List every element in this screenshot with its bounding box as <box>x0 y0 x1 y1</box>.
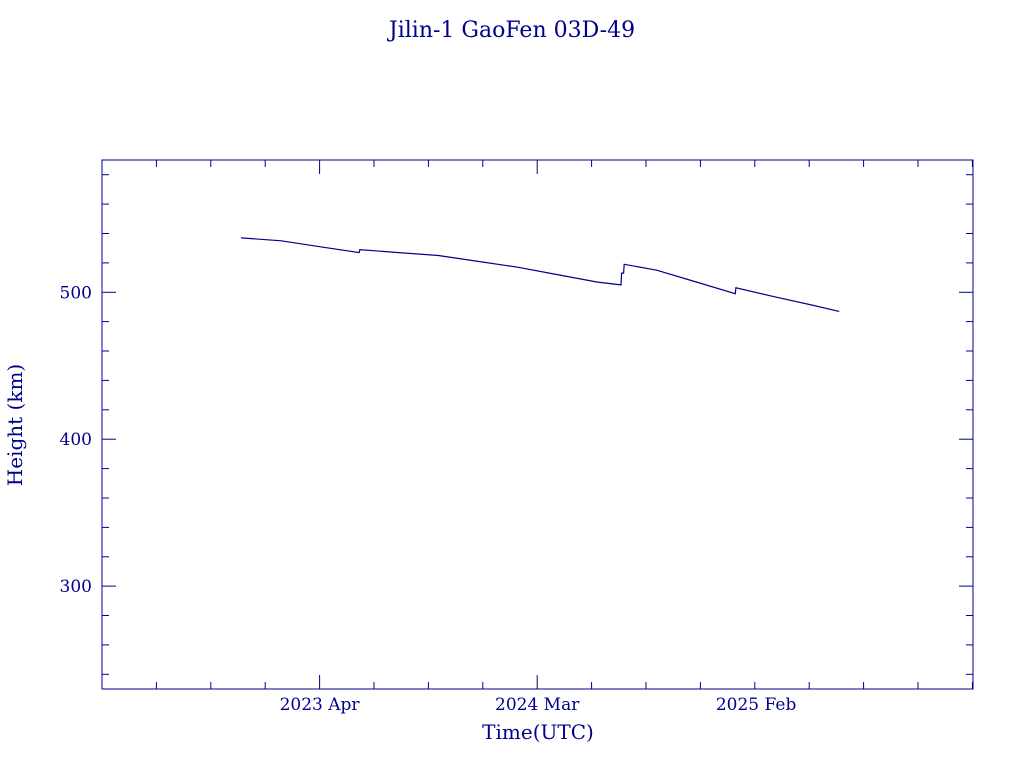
y-axis: 300 400 500 <box>60 174 973 675</box>
x-tick-label: 2024 Mar <box>495 695 580 715</box>
plot-frame <box>101 159 974 690</box>
y-tick-label: 300 <box>60 577 92 597</box>
chart-title: Jilin-1 GaoFen 03D-49 <box>387 18 635 43</box>
x-tick-label: 2023 Apr <box>280 695 361 715</box>
y-tick-label: 500 <box>60 283 92 303</box>
y-axis-label: Height (km) <box>3 364 27 486</box>
x-axis-label: Time(UTC) <box>482 720 594 744</box>
x-axis: 2023 Apr 2024 Mar 2025 Feb <box>101 160 973 715</box>
y-tick-label: 400 <box>60 430 92 450</box>
x-tick-label: 2025 Feb <box>716 695 797 715</box>
height-series-line <box>240 237 840 312</box>
